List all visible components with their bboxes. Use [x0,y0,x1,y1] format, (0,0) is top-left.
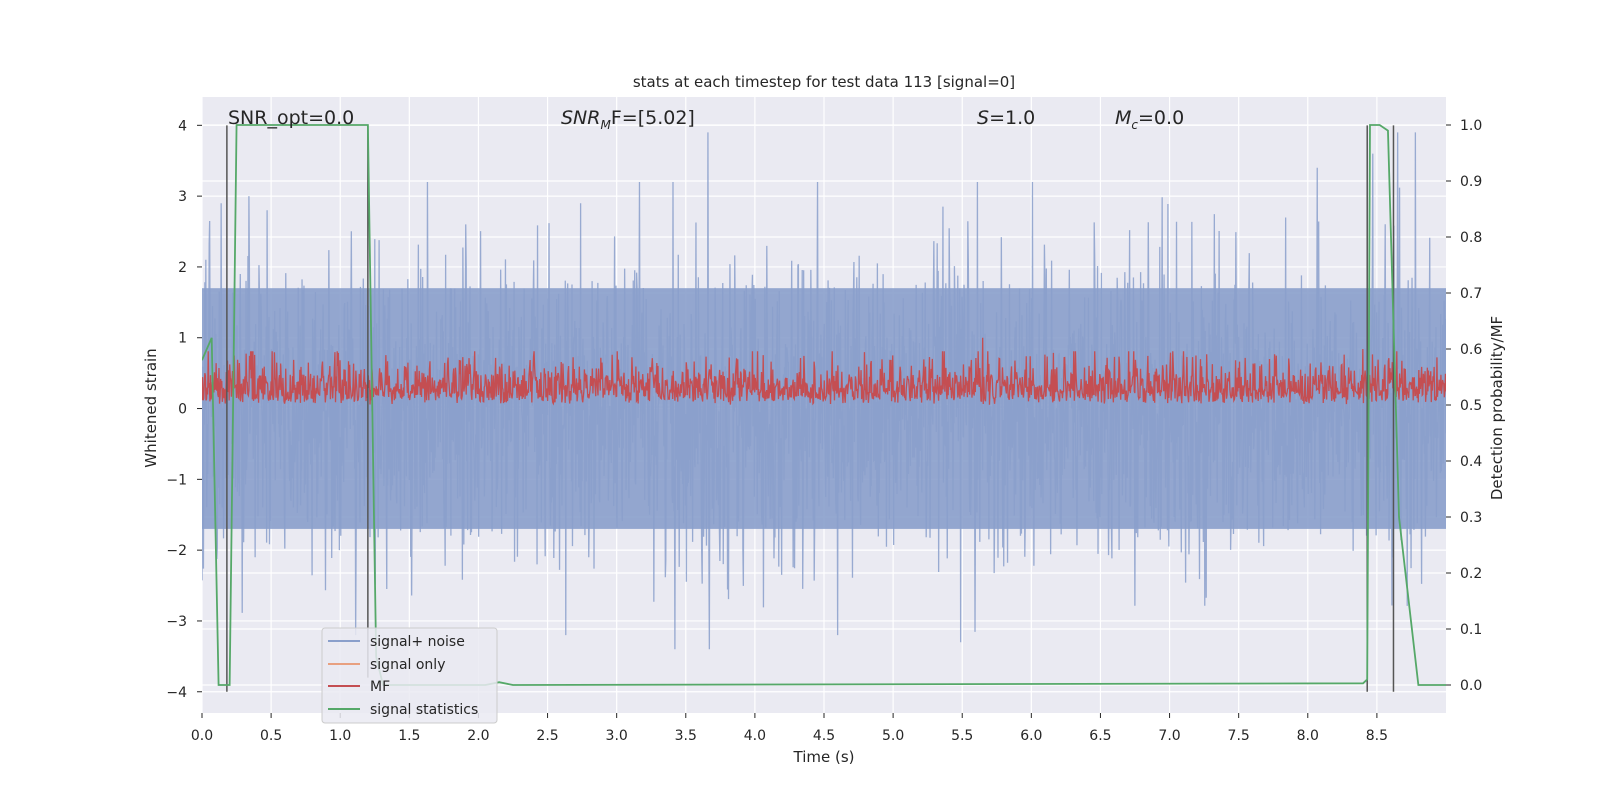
y-tick-label: −1 [166,472,187,488]
annotation-mc: Mc=0.0 [1115,107,1184,132]
y-tick-label: 0 [178,402,187,418]
x-tick-label: 4.5 [813,728,835,744]
annotation-snr-mf: SNRMF=[5.02] [561,107,695,132]
series-signal-noise-band [202,288,1446,529]
y-tick-label: 1 [178,331,187,347]
y-right-tick-label: 0.0 [1460,678,1482,694]
x-tick-label: 7.0 [1158,728,1180,744]
legend: signal+ noise signal only MF signal stat… [321,627,498,724]
x-tick-label: 7.5 [1228,728,1250,744]
legend-item-signal-statistics: signal statistics [328,702,478,718]
annotation-snr-mf-base: SNR [561,107,600,129]
y-right-tick-labels: 1.0 0.9 0.8 0.7 0.6 0.5 0.4 0.3 0.2 0.1 0.0 [1446,118,1482,694]
x-tick-label: 3.0 [606,728,628,744]
y-right-tick-label: 1.0 [1460,118,1482,134]
y-right-tick-label: 0.9 [1460,174,1482,190]
x-tick-label: 2.5 [536,728,558,744]
y-right-tick-label: 0.8 [1460,230,1482,246]
legend-box [321,627,498,724]
x-tick-label: 1.5 [398,728,420,744]
x-tick-label: 4.0 [744,728,766,744]
annotation-s-var: S [977,107,989,129]
annotation-s-rest: =1.0 [989,107,1035,129]
chart-title: stats at each timestep for test data 113… [633,73,1015,91]
annotation-snr-opt: SNR_opt=0.0 [228,107,354,129]
annotation-s: S=1.0 [977,107,1035,129]
annotation-mc-rest: =0.0 [1138,107,1184,129]
y-axis-label: Whitened strain [142,348,160,467]
y-tick-label: −4 [166,685,187,701]
x-tick-label: 5.0 [882,728,904,744]
y-tick-label: 3 [178,189,187,205]
x-axis-label: Time (s) [793,748,855,766]
x-tick-label: 0.0 [191,728,213,744]
legend-label-signal-statistics: signal statistics [370,702,478,718]
legend-item-signal-only: signal only [328,657,445,673]
y-tick-labels: 4 3 2 1 0 −1 −2 −3 −4 [166,118,202,701]
y-tick-label: −3 [166,614,187,630]
legend-label-signal-noise: signal+ noise [370,634,465,650]
legend-item-signal-noise: signal+ noise [328,634,465,650]
x-tick-label: 8.5 [1366,728,1388,744]
y-right-tick-label: 0.5 [1460,398,1482,414]
legend-label-mf: MF [370,679,390,695]
x-tick-label: 2.0 [467,728,489,744]
y-right-tick-label: 0.3 [1460,510,1482,526]
x-tick-label: 6.5 [1089,728,1111,744]
y-right-tick-label: 0.2 [1460,566,1482,582]
annotation-snr-mf-rest: F=[5.02] [611,107,695,129]
y-tick-label: 4 [178,118,187,134]
annotation-mc-var: M [1115,107,1131,129]
x-tick-label: 0.5 [260,728,282,744]
legend-label-signal-only: signal only [370,657,445,673]
x-tick-labels: 0.0 0.5 1.0 1.5 2.0 2.5 3.0 3.5 4.0 4.5 5.0 5.5 6.0 6… [191,713,1388,744]
x-tick-label: 5.5 [951,728,973,744]
x-tick-label: 8.0 [1297,728,1319,744]
annotation-mc-sub: c [1131,118,1138,132]
y-right-axis-label: Detection probability/MF [1488,316,1506,500]
series-mf [202,337,1446,406]
y-tick-label: −2 [166,543,187,559]
y-right-tick-label: 0.6 [1460,342,1482,358]
y-right-tick-label: 0.7 [1460,286,1482,302]
x-tick-label: 1.0 [329,728,351,744]
y-right-tick-label: 0.4 [1460,454,1482,470]
y-right-tick-label: 0.1 [1460,622,1482,638]
legend-item-mf: MF [328,679,390,695]
y-tick-label: 2 [178,260,187,276]
x-tick-label: 6.0 [1020,728,1042,744]
series-layer [202,124,1446,692]
annotation-snr-mf-sub: M [600,118,611,132]
x-tick-label: 3.5 [675,728,697,744]
